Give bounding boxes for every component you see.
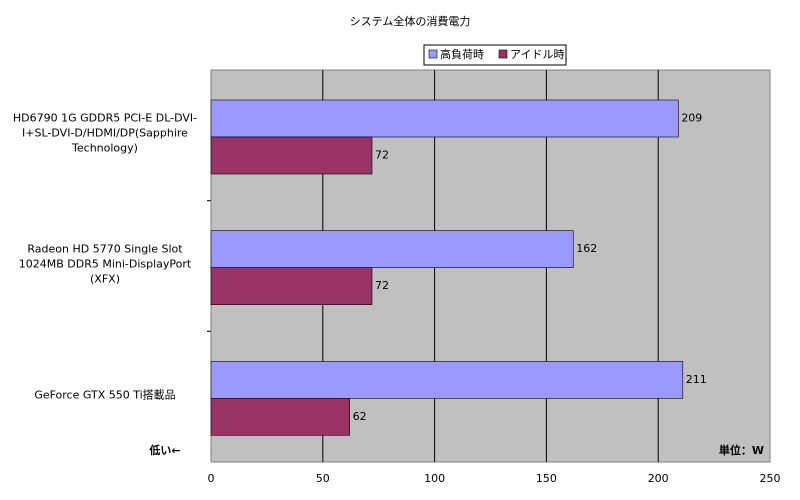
bar xyxy=(210,267,373,305)
value-label: 209 xyxy=(681,112,702,125)
y-tick-label: HD6790 1G GDDR5 PCI-E DL-DVI-I+SL-DVI-D/… xyxy=(12,111,198,155)
legend-swatch xyxy=(428,49,438,59)
value-label: 211 xyxy=(686,373,707,386)
x-tick-label: 0 xyxy=(208,472,215,485)
value-label: 162 xyxy=(576,242,597,255)
chart-title: システム全体の消費電力 xyxy=(350,14,471,28)
annotation: 単位：W xyxy=(719,443,764,457)
bar xyxy=(210,136,373,175)
bar xyxy=(210,361,684,399)
legend-label: 高負荷時 xyxy=(440,47,484,61)
value-label: 72 xyxy=(375,279,389,292)
bar xyxy=(210,398,350,436)
bar xyxy=(210,99,679,138)
y-tick-label: GeForce GTX 550 Ti搭載品 xyxy=(34,388,176,402)
x-tick-label: 200 xyxy=(648,472,669,485)
y-tick-label: Radeon HD 5770 Single Slot 1024MB DDR5 M… xyxy=(18,242,192,286)
legend-swatch xyxy=(498,49,508,59)
legend xyxy=(423,44,567,66)
x-tick-label: 250 xyxy=(760,472,781,485)
x-tick-label: 100 xyxy=(424,472,445,485)
value-label: 72 xyxy=(375,149,389,162)
bar xyxy=(210,230,574,268)
x-tick-label: 150 xyxy=(536,472,557,485)
x-tick-label: 50 xyxy=(316,472,330,485)
annotation: 低い← xyxy=(148,443,180,457)
value-label: 62 xyxy=(353,410,367,423)
legend-label: アイドル時 xyxy=(510,48,564,61)
